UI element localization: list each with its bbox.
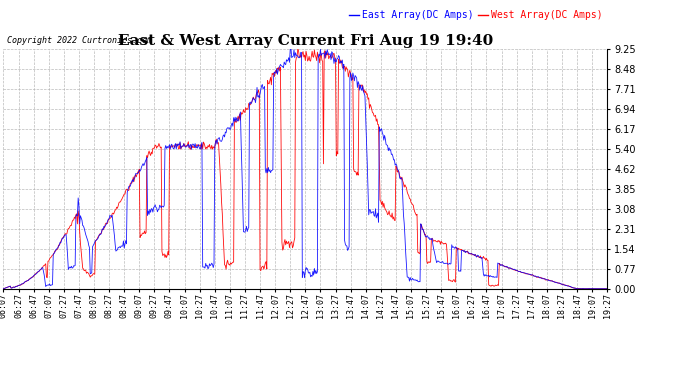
Text: Copyright 2022 Curtronics.com: Copyright 2022 Curtronics.com [7,36,152,45]
Legend: East Array(DC Amps), West Array(DC Amps): East Array(DC Amps), West Array(DC Amps) [349,10,602,20]
Title: East & West Array Current Fri Aug 19 19:40: East & West Array Current Fri Aug 19 19:… [118,34,493,48]
